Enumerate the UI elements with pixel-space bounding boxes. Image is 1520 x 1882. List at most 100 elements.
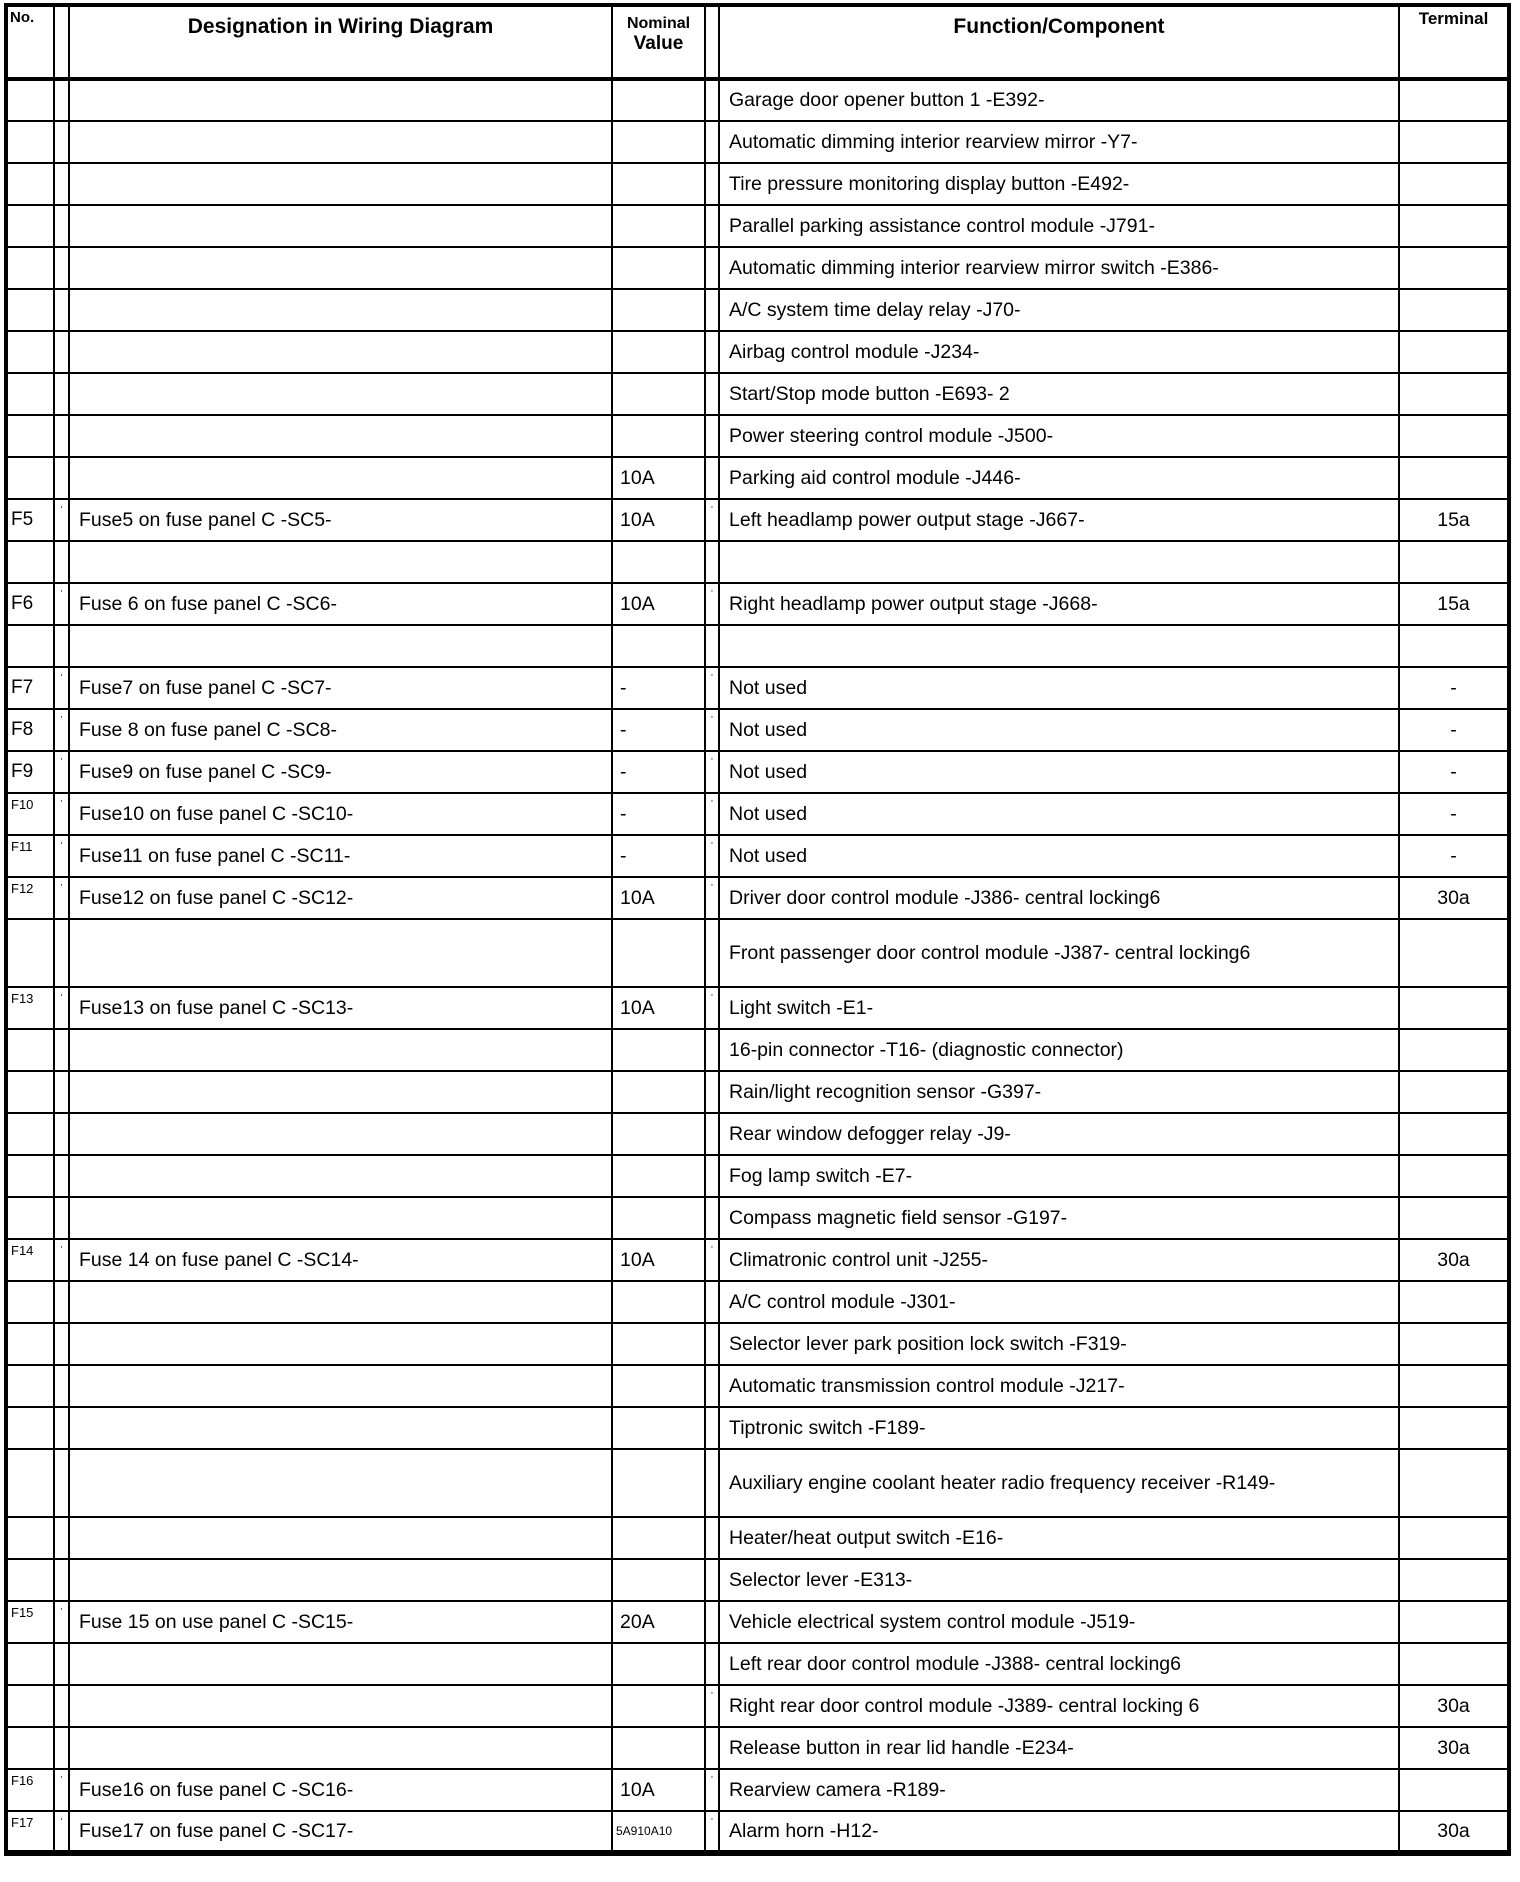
footnote-mark-cell [704, 456, 720, 500]
designation-cell [68, 414, 613, 458]
function-cell: Front passenger door control module -J38… [718, 918, 1400, 988]
fuse-no-cell [5, 204, 55, 248]
designation-cell [68, 1196, 613, 1240]
footnote-mark-cell [53, 1558, 70, 1602]
designation-cell [68, 1280, 613, 1324]
table-row: F17 · Fuse17 on fuse panel C -SC17- 5A910A1… [5, 1810, 1510, 1854]
footnote-mark-cell [53, 414, 70, 458]
nominal-value-cell: - [611, 792, 706, 836]
designation-cell [68, 120, 613, 164]
designation-cell [68, 288, 613, 332]
footnote-mark-cell: · [704, 666, 720, 710]
nominal-value-cell: - [611, 708, 706, 752]
footnote-mark-cell [53, 330, 70, 374]
fuse-no-cell [5, 624, 55, 668]
footnote-mark-cell [704, 1154, 720, 1198]
designation-cell [68, 1154, 613, 1198]
table-row: F15 · Fuse 15 on use panel C -SC15- 20A Vehi… [5, 1600, 1510, 1644]
table-row: Rear window defogger relay -J9- [5, 1112, 1510, 1156]
footnote-mark-cell: · [704, 876, 720, 920]
footnote-mark-cell [53, 1726, 70, 1770]
fuse-no-cell: F13 [5, 986, 55, 1030]
terminal-cell [1398, 162, 1510, 206]
function-cell: Release button in rear lid handle -E234- [718, 1726, 1400, 1770]
terminal-cell [1398, 1112, 1510, 1156]
table-row: A/C control module -J301- [5, 1280, 1510, 1324]
footnote-mark-cell [53, 372, 70, 416]
footnote-mark-cell [704, 1448, 720, 1518]
footnote-mark-cell [53, 1322, 70, 1366]
nominal-value-cell [611, 1516, 706, 1560]
header-function: Function/Component [718, 4, 1400, 81]
function-cell: A/C system time delay relay -J70- [718, 288, 1400, 332]
function-cell [718, 540, 1400, 584]
footnote-mark-cell [53, 162, 70, 206]
footnote-mark-cell: · [53, 750, 70, 794]
terminal-cell [1398, 1196, 1510, 1240]
footnote-mark-cell [53, 1684, 70, 1728]
footnote-mark-cell [704, 1364, 720, 1408]
table-row: F5 · Fuse5 on fuse panel C -SC5- 10A · Left h… [5, 498, 1510, 542]
fuse-no-cell: F11 [5, 834, 55, 878]
nominal-value-cell [611, 624, 706, 668]
function-cell: Heater/heat output switch -E16- [718, 1516, 1400, 1560]
nominal-value-cell: 5A910A10 [611, 1810, 706, 1854]
terminal-cell [1398, 1364, 1510, 1408]
footnote-mark-cell: · [704, 1684, 720, 1728]
designation-cell [68, 78, 613, 122]
header-row: No. Designation in Wiring Diagram Nomina… [5, 4, 1510, 81]
fuse-no-cell: F10 [5, 792, 55, 836]
fuse-no-cell [5, 372, 55, 416]
footnote-mark-cell [704, 204, 720, 248]
fuse-assignment-table: No. Designation in Wiring Diagram Nomina… [4, 3, 1511, 1856]
function-cell: Left headlamp power output stage -J667- [718, 498, 1400, 542]
table-row: Rain/light recognition sensor -G397- [5, 1070, 1510, 1114]
function-cell: Left rear door control module -J388- cen… [718, 1642, 1400, 1686]
terminal-cell [1398, 1406, 1510, 1450]
function-cell: Not used [718, 792, 1400, 836]
nominal-value-cell [611, 1448, 706, 1518]
designation-cell: Fuse7 on fuse panel C -SC7- [68, 666, 613, 710]
nominal-value-cell [611, 1112, 706, 1156]
footnote-mark-cell: · [53, 792, 70, 836]
fuse-no-cell: F16 [5, 1768, 55, 1812]
terminal-cell [1398, 1154, 1510, 1198]
designation-cell: Fuse17 on fuse panel C -SC17- [68, 1810, 613, 1854]
terminal-cell: - [1398, 792, 1510, 836]
footnote-mark-cell [704, 78, 720, 122]
footnote-mark-cell: · [53, 708, 70, 752]
nominal-value-cell [611, 288, 706, 332]
terminal-cell: 30a [1398, 1810, 1510, 1854]
footnote-mark-cell [53, 288, 70, 332]
footnote-mark-cell [53, 1516, 70, 1560]
footnote-mark-cell [704, 1070, 720, 1114]
footnote-mark-cell [704, 372, 720, 416]
function-cell: Not used [718, 750, 1400, 794]
footnote-mark-cell: · [53, 1238, 70, 1282]
footnote-mark-cell [704, 330, 720, 374]
function-cell: Automatic dimming interior rearview mirr… [718, 120, 1400, 164]
designation-cell [68, 1516, 613, 1560]
function-cell: Driver door control module -J386- centra… [718, 876, 1400, 920]
footnote-mark-cell [53, 624, 70, 668]
fuse-no-cell [5, 1684, 55, 1728]
function-cell: A/C control module -J301- [718, 1280, 1400, 1324]
designation-cell [68, 540, 613, 584]
footnote-mark-cell [704, 1322, 720, 1366]
table-row: Power steering control module -J500- [5, 414, 1510, 458]
footnote-mark-cell [704, 1516, 720, 1560]
footnote-mark-cell [53, 1028, 70, 1072]
designation-cell [68, 918, 613, 988]
footnote-mark-cell [53, 120, 70, 164]
terminal-cell: 30a [1398, 1684, 1510, 1728]
table-row: F12 · Fuse12 on fuse panel C -SC12- 10A · Dri… [5, 876, 1510, 920]
footnote-mark-cell [704, 1642, 720, 1686]
nominal-value-cell: 10A [611, 876, 706, 920]
nominal-value-cell [611, 372, 706, 416]
terminal-cell [1398, 624, 1510, 668]
table-row: · Right rear door control module -J389- c… [5, 1684, 1510, 1728]
terminal-cell [1398, 78, 1510, 122]
header-nominal-value: Nominal Value [611, 4, 706, 81]
function-cell: Not used [718, 666, 1400, 710]
nominal-value-cell [611, 330, 706, 374]
